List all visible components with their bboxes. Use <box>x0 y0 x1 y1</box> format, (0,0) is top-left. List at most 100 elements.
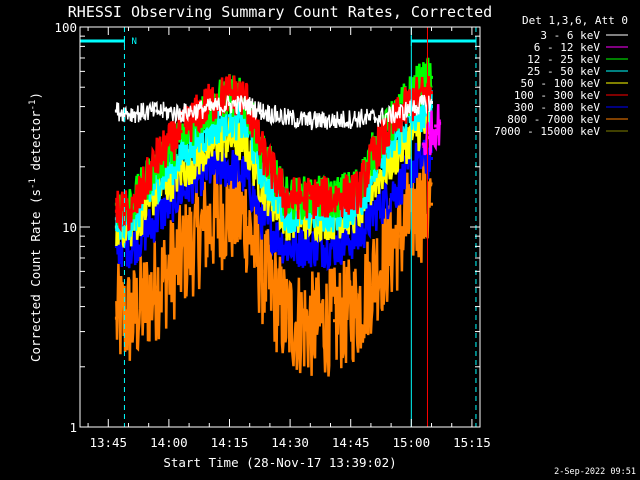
data-point <box>260 217 264 221</box>
x-tick-label: 13:45 <box>89 435 127 450</box>
data-point <box>203 169 207 173</box>
data-point <box>114 244 118 248</box>
data-point <box>114 109 118 113</box>
y-axis: 1 10 100 <box>54 20 480 435</box>
data-point <box>397 133 401 136</box>
data-point <box>203 225 207 229</box>
data-point <box>430 157 433 160</box>
data-point <box>413 209 417 213</box>
data-point <box>333 319 336 323</box>
data-point <box>228 114 231 118</box>
series-0 <box>114 94 433 131</box>
data-point <box>114 209 118 213</box>
data-point <box>155 109 159 113</box>
data-point <box>308 119 312 123</box>
data-point <box>397 111 401 115</box>
data-point <box>179 169 183 173</box>
data-point <box>413 96 417 100</box>
data-point <box>397 234 401 238</box>
data-point <box>434 124 438 128</box>
data-point <box>357 234 361 238</box>
data-point <box>155 157 159 160</box>
data-point <box>284 244 288 248</box>
legend-header: Det 1,3,6, Att 0 <box>522 14 628 27</box>
data-point <box>373 116 377 120</box>
y-tick-label: 10 <box>62 220 77 235</box>
data-point <box>228 136 231 140</box>
data-point <box>131 316 134 320</box>
data-point <box>430 130 433 134</box>
legend-label: 50 - 100 keV <box>521 77 601 90</box>
series-line <box>115 94 433 131</box>
data-point <box>179 153 183 157</box>
legend-label: 7000 - 15000 keV <box>494 125 600 138</box>
data-point <box>244 102 248 106</box>
data-point <box>155 179 159 183</box>
data-point <box>179 130 183 134</box>
data-point <box>131 209 134 213</box>
data-point <box>373 149 377 153</box>
series-line <box>115 156 433 377</box>
series-line <box>115 74 433 233</box>
plot-area: N <box>79 27 477 427</box>
legend-label: 3 - 6 keV <box>540 29 600 42</box>
data-point <box>430 75 433 79</box>
data-point <box>260 269 264 273</box>
data-point <box>260 109 264 113</box>
data-point <box>155 190 159 194</box>
data-point <box>228 102 231 106</box>
chart-title: RHESSI Observing Summary Count Rates, Co… <box>68 3 492 21</box>
data-point <box>179 256 183 260</box>
data-point <box>308 196 312 200</box>
data-point <box>203 107 207 111</box>
data-point <box>333 196 336 200</box>
x-tick-label: 15:00 <box>392 435 430 450</box>
y-axis-label: Corrected Count Rate (s-1 detector-1) <box>28 92 43 362</box>
data-point <box>430 202 433 206</box>
y-tick-label: 100 <box>54 20 77 35</box>
data-point <box>357 116 361 120</box>
x-tick-label: 14:45 <box>332 435 370 450</box>
data-point <box>260 149 264 153</box>
data-point <box>430 105 433 109</box>
data-point <box>333 119 336 123</box>
data-point <box>179 111 183 115</box>
data-point <box>438 121 442 125</box>
series-7 <box>114 156 433 377</box>
data-point <box>421 142 425 146</box>
series-line <box>422 104 441 156</box>
x-tick-label: 14:30 <box>271 435 309 450</box>
data-point <box>357 305 361 309</box>
data-point <box>228 209 231 213</box>
data-point <box>179 190 183 194</box>
data-point <box>114 316 118 320</box>
data-point <box>284 316 288 320</box>
data-point <box>131 244 134 248</box>
timestamp: 2-Sep-2022 09:51 <box>554 467 636 477</box>
data-point <box>155 285 159 289</box>
legend-label: 25 - 50 keV <box>527 65 600 78</box>
x-tick-label: 15:15 <box>453 435 491 450</box>
data-point <box>430 100 433 104</box>
flag-label: N <box>131 37 136 47</box>
data-point <box>413 161 417 165</box>
data-point <box>244 174 248 178</box>
x-axis: 13:45 14:00 14:15 14:30 14:45 15:00 15:15 <box>87 27 491 450</box>
legend-label: 800 - 7000 keV <box>507 113 600 126</box>
data-point <box>131 111 134 115</box>
data-point <box>203 130 207 134</box>
legend-label: 300 - 800 keV <box>514 101 600 114</box>
data-point <box>155 217 159 221</box>
data-point <box>308 324 312 328</box>
data-point <box>333 244 336 248</box>
data-point <box>228 91 231 95</box>
data-point <box>413 130 417 134</box>
legend-label: 6 - 12 keV <box>534 41 601 54</box>
data-point <box>373 209 377 213</box>
data-point <box>308 244 312 248</box>
data-point <box>260 169 264 173</box>
data-point <box>244 121 248 125</box>
data-point <box>430 91 433 95</box>
